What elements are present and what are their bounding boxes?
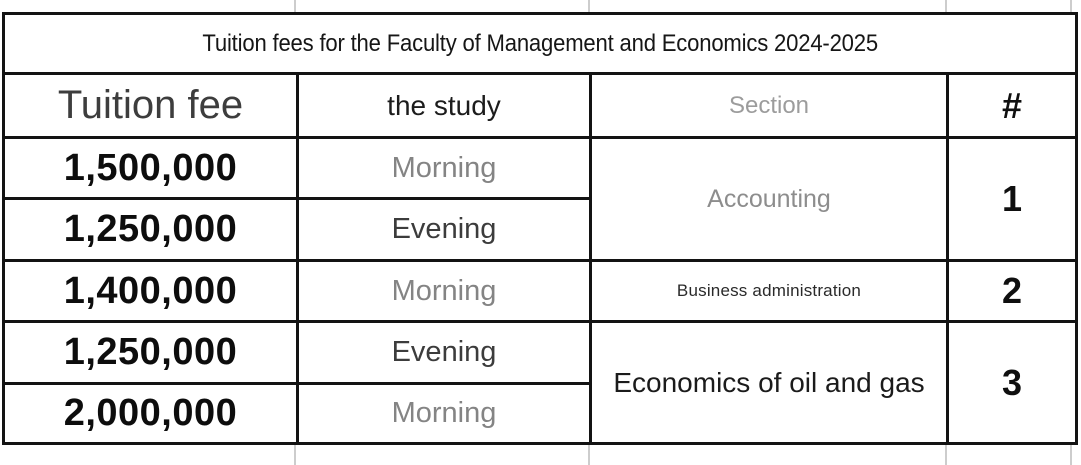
gridline	[294, 444, 296, 465]
header-number[interactable]: #	[945, 72, 1079, 139]
study-value: Morning	[391, 274, 497, 307]
gridline	[588, 0, 590, 13]
gridline	[1070, 444, 1072, 465]
row-number: 3	[1002, 361, 1023, 403]
table-title-cell[interactable]: Tuition fees for the Faculty of Manageme…	[1, 12, 1079, 75]
study-cell-r4[interactable]: Evening	[296, 320, 592, 385]
row-number: 2	[1002, 270, 1023, 311]
fee-cell-r4[interactable]: 1,250,000	[2, 320, 299, 385]
section-cell-economics-of-oil-and-gas[interactable]: Economics of oil and gas	[589, 320, 949, 445]
tuition-fees-table: Tuition fees for the Faculty of Manageme…	[1, 12, 1079, 445]
table-row: 2,000,000 Morning	[2, 382, 1077, 445]
header-tuition-fee-label: Tuition fee	[57, 83, 244, 127]
section-name: Accounting	[707, 184, 831, 213]
study-value: Evening	[391, 336, 497, 368]
header-the-study[interactable]: the study	[296, 72, 592, 139]
section-name: Business administration	[676, 281, 862, 300]
table-title: Tuition fees for the Faculty of Manageme…	[202, 29, 878, 57]
fee-cell-r2[interactable]: 1,250,000	[2, 197, 299, 262]
gridline	[294, 0, 296, 13]
row-number-cell-3[interactable]: 3	[945, 320, 1079, 445]
row-number-cell-2[interactable]: 2	[945, 259, 1079, 323]
study-value: Morning	[391, 397, 497, 429]
section-name: Economics of oil and gas	[613, 366, 925, 398]
row-number: 1	[1002, 178, 1023, 219]
table-row: 1,400,000 Morning Business administratio…	[2, 259, 1079, 323]
fee-value: 1,400,000	[63, 269, 238, 312]
header-number-label: #	[1002, 84, 1023, 126]
header-section[interactable]: Section	[589, 72, 949, 139]
gridline	[588, 444, 590, 465]
study-value: Evening	[391, 213, 497, 245]
section-cell-business-administration[interactable]: Business administration	[589, 259, 949, 323]
study-cell-r1[interactable]: Morning	[296, 136, 592, 200]
fee-cell-r1[interactable]: 1,500,000	[2, 136, 299, 200]
table-row: 1,500,000 Morning Accounting 1	[2, 136, 1079, 262]
header-tuition-fee[interactable]: Tuition fee	[2, 72, 299, 139]
header-section-label: Section	[728, 91, 810, 119]
study-cell-r3[interactable]: Morning	[296, 259, 592, 323]
gridline	[945, 444, 947, 465]
row-number-cell-1[interactable]: 1	[945, 136, 1079, 262]
gridline	[945, 0, 947, 13]
study-cell-r2[interactable]: Evening	[296, 197, 592, 262]
fee-value: 1,250,000	[63, 331, 238, 373]
section-cell-accounting[interactable]: Accounting	[589, 136, 949, 262]
fee-cell-r5[interactable]: 2,000,000	[2, 382, 299, 445]
fee-cell-r3[interactable]: 1,400,000	[2, 259, 299, 323]
table-row: 1,250,000 Evening	[2, 197, 1077, 262]
table-row: 1,250,000 Evening Economics of oil and g…	[2, 320, 1079, 445]
header-the-study-label: the study	[387, 89, 501, 121]
fee-value: 2,000,000	[63, 392, 238, 434]
fee-value: 1,500,000	[63, 146, 238, 189]
gridline	[1070, 0, 1072, 13]
fee-value: 1,250,000	[63, 208, 238, 250]
study-value: Morning	[391, 151, 497, 184]
study-cell-r5[interactable]: Morning	[296, 382, 592, 445]
